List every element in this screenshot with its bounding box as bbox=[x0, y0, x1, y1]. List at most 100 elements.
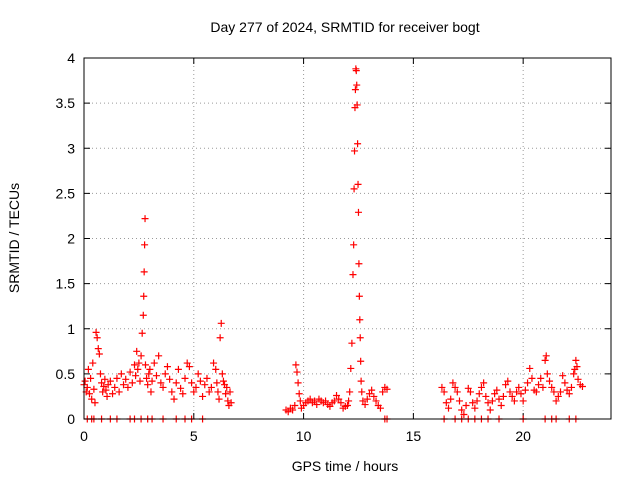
data-point bbox=[337, 399, 345, 407]
data-point bbox=[543, 370, 551, 378]
data-point bbox=[330, 397, 338, 405]
data-point bbox=[120, 381, 128, 389]
data-point bbox=[102, 386, 110, 394]
data-point bbox=[561, 379, 569, 387]
data-point bbox=[495, 395, 503, 403]
data-point bbox=[379, 388, 387, 396]
data-point bbox=[284, 408, 292, 416]
data-point bbox=[493, 386, 501, 394]
data-point bbox=[488, 397, 496, 405]
data-point bbox=[353, 81, 361, 89]
data-point bbox=[548, 383, 556, 391]
data-point bbox=[159, 383, 167, 391]
data-point bbox=[504, 377, 512, 385]
data-point bbox=[464, 384, 472, 392]
data-point bbox=[166, 375, 174, 383]
data-point bbox=[205, 388, 213, 396]
data-point bbox=[218, 370, 226, 378]
data-point bbox=[117, 370, 125, 378]
data-point bbox=[497, 401, 505, 409]
data-points bbox=[80, 65, 586, 423]
data-point bbox=[122, 375, 130, 383]
data-point bbox=[565, 390, 573, 398]
data-point bbox=[322, 397, 330, 405]
x-tick-label: 5 bbox=[190, 428, 198, 444]
data-point bbox=[350, 241, 358, 249]
data-point bbox=[442, 399, 450, 407]
data-point bbox=[477, 383, 485, 391]
data-point bbox=[313, 401, 321, 409]
data-point bbox=[502, 381, 510, 389]
data-point bbox=[172, 379, 180, 387]
data-point bbox=[291, 401, 299, 409]
data-point bbox=[355, 260, 363, 268]
data-point bbox=[491, 390, 499, 398]
axes: 0 0.5 1 1.5 2 2.5 3 3.5 4 0 5 10 15 20 bbox=[56, 50, 611, 444]
y-tick-label: 1.5 bbox=[56, 276, 76, 292]
data-point bbox=[354, 140, 362, 148]
data-point bbox=[133, 347, 141, 355]
data-point bbox=[109, 390, 117, 398]
data-point bbox=[194, 370, 202, 378]
data-point bbox=[455, 397, 463, 405]
data-point bbox=[226, 388, 234, 396]
data-point bbox=[363, 395, 371, 403]
x-tick-label: 15 bbox=[406, 428, 422, 444]
y-tick-label: 2 bbox=[67, 231, 75, 247]
plot-frame bbox=[83, 57, 612, 420]
data-point bbox=[451, 383, 459, 391]
data-point bbox=[85, 390, 93, 398]
data-point bbox=[361, 401, 369, 409]
x-tick-label: 0 bbox=[80, 428, 88, 444]
data-point bbox=[111, 383, 119, 391]
data-point bbox=[306, 395, 314, 403]
data-point bbox=[541, 356, 549, 364]
data-point bbox=[163, 363, 171, 371]
data-point bbox=[152, 372, 160, 380]
data-point bbox=[535, 381, 543, 389]
data-point bbox=[295, 390, 303, 398]
y-tick-label: 0.5 bbox=[56, 366, 76, 382]
data-point bbox=[210, 359, 218, 367]
data-point bbox=[546, 377, 554, 385]
data-point bbox=[376, 404, 384, 412]
data-point bbox=[100, 383, 108, 391]
data-point bbox=[179, 390, 187, 398]
data-point bbox=[223, 383, 231, 391]
data-point bbox=[124, 383, 132, 391]
data-point bbox=[532, 388, 540, 396]
data-point bbox=[447, 395, 455, 403]
data-point bbox=[192, 383, 200, 391]
data-point bbox=[294, 379, 302, 387]
data-point bbox=[515, 383, 523, 391]
data-point bbox=[93, 334, 101, 342]
data-point bbox=[141, 215, 149, 223]
data-point bbox=[354, 180, 362, 188]
data-point bbox=[92, 328, 100, 336]
data-point bbox=[513, 388, 521, 396]
data-point bbox=[346, 388, 354, 396]
data-point bbox=[499, 392, 507, 400]
y-tick-label: 3.5 bbox=[56, 95, 76, 111]
data-point bbox=[440, 388, 448, 396]
data-point bbox=[101, 375, 109, 383]
data-point bbox=[552, 397, 560, 405]
y-tick-label: 1 bbox=[67, 321, 75, 337]
data-point bbox=[559, 372, 567, 380]
data-point bbox=[113, 374, 121, 382]
data-point bbox=[517, 390, 525, 398]
data-point bbox=[90, 385, 98, 393]
data-point bbox=[214, 388, 222, 396]
data-point bbox=[573, 363, 581, 371]
data-point bbox=[572, 356, 580, 364]
data-point bbox=[126, 368, 134, 376]
y-tick-label: 0 bbox=[67, 411, 75, 427]
data-point bbox=[203, 374, 211, 382]
y-tick-label: 4 bbox=[67, 50, 75, 66]
data-point bbox=[199, 392, 207, 400]
data-point bbox=[486, 406, 494, 414]
data-point bbox=[466, 388, 474, 396]
data-point bbox=[140, 268, 148, 276]
data-point bbox=[181, 374, 189, 382]
